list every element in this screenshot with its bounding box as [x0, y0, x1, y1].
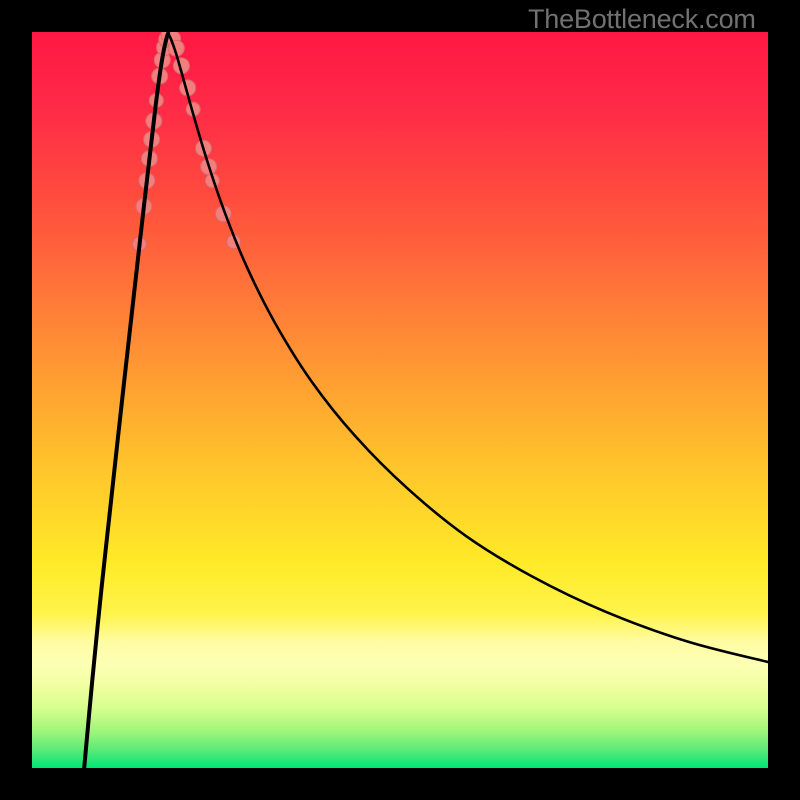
gradient-background — [32, 32, 768, 768]
plot-svg — [32, 32, 768, 768]
watermark-text: TheBottleneck.com — [528, 4, 756, 35]
